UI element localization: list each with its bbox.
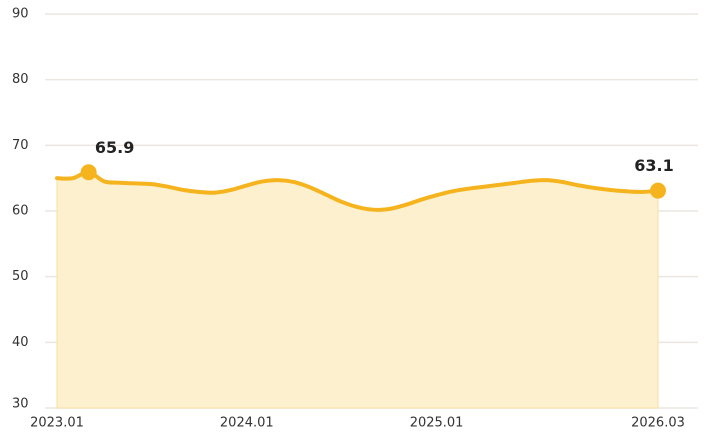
y-tick-label: 50 xyxy=(12,269,29,284)
point-marker xyxy=(80,164,97,181)
data-label: 65.9 xyxy=(95,138,134,157)
y-tick-label: 30 xyxy=(12,397,29,412)
data-label: 63.1 xyxy=(634,156,673,175)
y-tick-label: 40 xyxy=(12,335,29,350)
x-tick-label: 2023.01 xyxy=(30,416,84,431)
y-tick-label: 60 xyxy=(12,204,29,219)
point-marker xyxy=(650,182,666,199)
y-tick-label: 70 xyxy=(12,138,29,153)
x-tick-label: 2025.01 xyxy=(410,416,464,431)
y-tick-label: 80 xyxy=(12,72,29,87)
x-tick-label: 2024.01 xyxy=(220,416,274,431)
y-tick-label: 90 xyxy=(12,7,29,22)
line xyxy=(55,170,660,212)
x-tick-label: 2026.03 xyxy=(631,416,685,431)
